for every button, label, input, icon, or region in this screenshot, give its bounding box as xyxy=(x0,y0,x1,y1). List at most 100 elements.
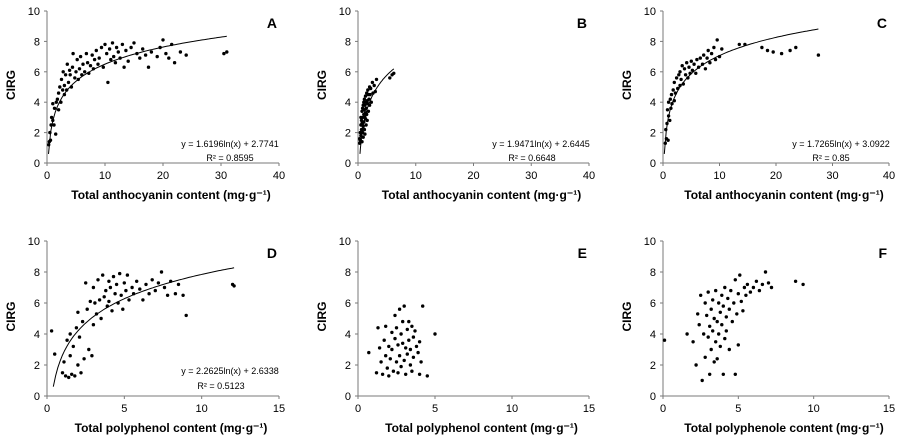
data-point xyxy=(76,363,80,367)
data-point xyxy=(390,347,394,352)
data-point xyxy=(754,279,759,283)
x-tick-label: 20 xyxy=(157,170,169,182)
data-point xyxy=(666,114,671,118)
data-point xyxy=(714,288,718,293)
data-point xyxy=(61,88,65,92)
data-point xyxy=(105,51,109,56)
data-point xyxy=(138,56,142,60)
data-point xyxy=(172,61,177,65)
data-point xyxy=(715,319,719,324)
data-point xyxy=(370,80,375,85)
y-tick-label: 8 xyxy=(650,267,656,279)
data-point xyxy=(77,335,82,339)
data-point xyxy=(54,100,58,104)
y-tick-label: 4 xyxy=(34,97,40,109)
data-point xyxy=(692,62,696,66)
r-squared-label: R² = 0.8595 xyxy=(206,153,253,163)
data-point xyxy=(388,357,392,361)
data-point xyxy=(748,290,753,294)
data-point xyxy=(711,298,715,302)
data-point xyxy=(708,372,712,376)
data-point xyxy=(127,298,131,302)
y-tick-label: 2 xyxy=(345,360,351,372)
data-point xyxy=(232,284,236,288)
data-point xyxy=(421,304,425,308)
data-point xyxy=(91,67,96,71)
data-point xyxy=(721,372,725,376)
regression-equation: y = 1.7265ln(x) + 3.0922 xyxy=(792,139,890,149)
data-point xyxy=(67,375,71,380)
data-point xyxy=(76,310,80,314)
r-squared-label: R² = 0.6648 xyxy=(508,153,555,163)
data-point xyxy=(709,307,713,311)
y-tick-label: 8 xyxy=(345,36,351,48)
y-axis-title: CIRG xyxy=(620,70,634,100)
data-point xyxy=(51,102,55,106)
data-point xyxy=(723,336,727,341)
data-point xyxy=(709,51,714,56)
data-point xyxy=(401,341,405,345)
data-point xyxy=(99,316,103,321)
x-tick-label: 0 xyxy=(44,403,50,415)
data-point xyxy=(666,100,671,104)
data-point xyxy=(124,48,128,53)
data-point xyxy=(120,42,125,47)
data-point xyxy=(697,323,701,327)
data-point xyxy=(771,50,775,54)
data-point xyxy=(662,338,667,342)
data-point xyxy=(387,374,391,378)
panel-letter: D xyxy=(267,245,277,261)
data-point xyxy=(365,118,369,123)
data-point xyxy=(392,71,396,76)
data-point xyxy=(745,282,750,287)
data-point xyxy=(736,292,740,296)
x-tick-label: 10 xyxy=(506,403,518,415)
data-point xyxy=(71,344,76,349)
data-point xyxy=(149,50,154,54)
data-point xyxy=(685,332,689,336)
data-point xyxy=(360,140,364,144)
data-point xyxy=(723,285,727,290)
y-tick-label: 4 xyxy=(650,329,656,341)
data-point xyxy=(78,54,83,59)
data-point xyxy=(793,279,798,283)
data-point xyxy=(687,65,691,69)
data-point xyxy=(367,97,371,101)
data-point xyxy=(68,73,72,77)
data-point xyxy=(77,67,82,71)
data-point xyxy=(54,132,58,136)
data-point xyxy=(676,86,680,91)
data-point xyxy=(225,50,229,54)
data-point xyxy=(794,45,798,50)
data-point xyxy=(718,344,722,349)
data-point xyxy=(153,288,157,293)
data-point xyxy=(83,70,87,74)
data-point xyxy=(74,70,78,74)
data-point xyxy=(113,292,117,296)
y-tick-label: 6 xyxy=(650,67,656,79)
data-point xyxy=(729,288,733,293)
y-tick-label: 8 xyxy=(650,36,656,48)
data-point xyxy=(399,332,403,336)
data-point xyxy=(727,347,731,352)
data-point xyxy=(405,352,409,356)
y-tick-label: 4 xyxy=(345,97,351,109)
data-point xyxy=(104,288,108,293)
x-tick-label: 40 xyxy=(273,170,285,182)
data-point xyxy=(178,50,183,54)
data-point xyxy=(735,312,739,316)
y-tick-label: 4 xyxy=(345,329,351,341)
data-point xyxy=(679,77,683,82)
data-point xyxy=(125,273,130,277)
data-point xyxy=(62,92,67,97)
data-point xyxy=(69,85,74,89)
y-tick-label: 6 xyxy=(650,298,656,310)
data-point xyxy=(715,38,719,42)
y-tick-label: 0 xyxy=(345,158,351,170)
data-point xyxy=(84,281,88,285)
data-point xyxy=(73,76,77,80)
data-point xyxy=(107,47,112,51)
y-tick-label: 10 xyxy=(28,236,40,248)
